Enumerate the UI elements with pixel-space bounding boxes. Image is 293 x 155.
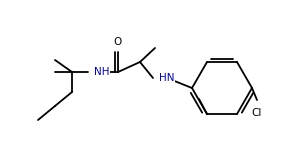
Text: Cl: Cl — [252, 108, 262, 118]
Text: NH: NH — [94, 67, 110, 77]
Text: HN: HN — [159, 73, 175, 83]
Text: O: O — [114, 37, 122, 47]
